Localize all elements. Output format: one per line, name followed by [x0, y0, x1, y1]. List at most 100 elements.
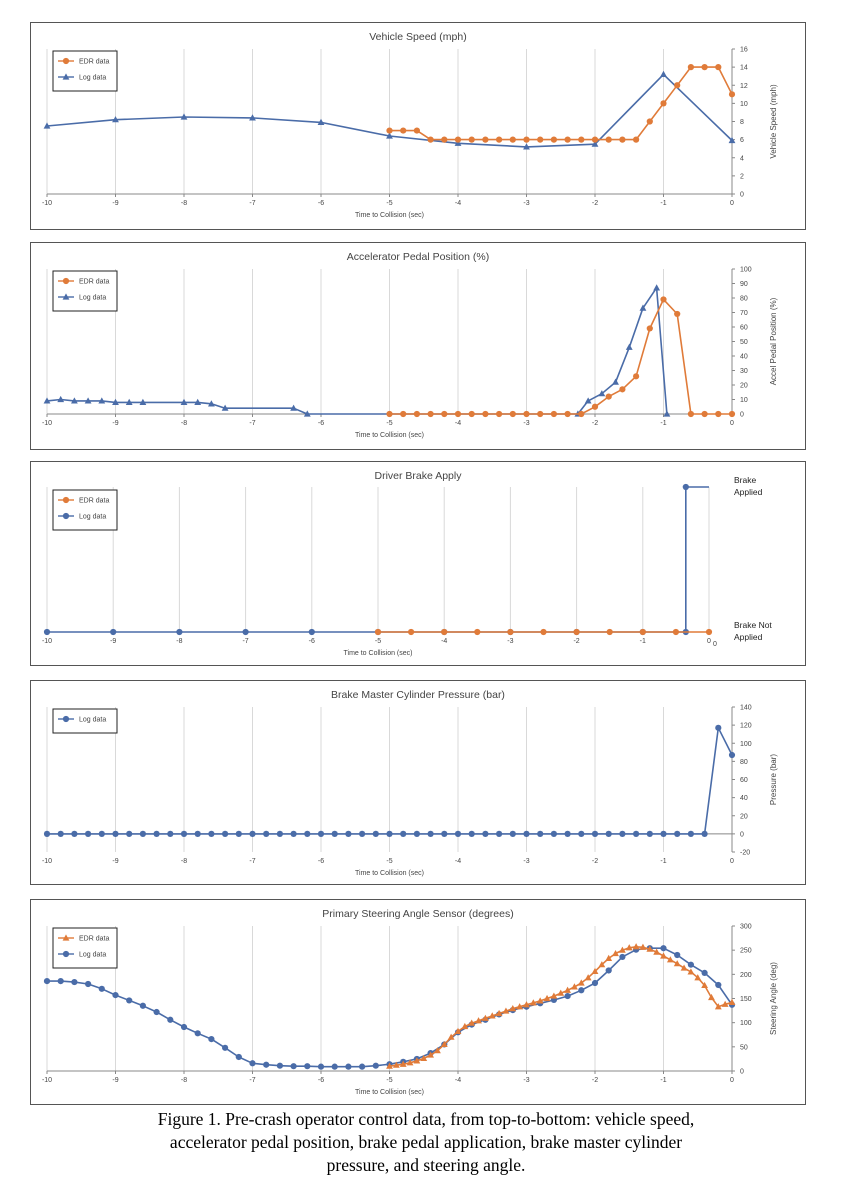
log-data-point	[221, 404, 229, 411]
legend-swatch-marker	[62, 57, 70, 65]
log-data-point	[386, 830, 393, 837]
log-data-point	[194, 830, 201, 837]
log-data-point	[276, 1062, 283, 1069]
log-data-point	[139, 830, 146, 837]
edr-data-point	[540, 628, 547, 636]
x-tick-label: -9	[112, 858, 118, 865]
x-tick-label: -1	[660, 200, 666, 207]
log-data-point	[303, 410, 311, 417]
log-data-point	[687, 830, 695, 837]
edr-data-point	[550, 136, 558, 143]
log-data-point	[441, 830, 448, 837]
edr-data-point	[399, 1060, 407, 1067]
log-data-point	[386, 132, 393, 139]
edr-data-point	[441, 628, 448, 636]
log-data-point	[71, 978, 78, 986]
y-tick-label: 60	[740, 777, 748, 784]
log-data-point	[728, 136, 736, 144]
state-label-not-applied-line1: Brake Not	[734, 620, 772, 630]
x-axis-label: Time to Collision (sec)	[355, 212, 424, 219]
log-data-point	[372, 1062, 379, 1069]
edr-data-point	[701, 64, 708, 71]
x-tick-label: -8	[181, 420, 187, 427]
x-tick-label: -2	[573, 638, 579, 645]
x-tick-label: -1	[660, 858, 666, 865]
edr-data-point	[557, 989, 565, 996]
caption-line-2: accelerator pedal position, brake pedal …	[169, 1132, 683, 1152]
x-tick-label: -2	[592, 420, 598, 427]
series-line	[46, 286, 668, 415]
x-tick-label: -1	[640, 638, 646, 645]
log-data-point	[304, 830, 311, 837]
log-data-point	[43, 397, 51, 404]
edr-data-point	[578, 410, 585, 418]
log-data-point	[468, 830, 475, 837]
log-data-point	[619, 830, 626, 837]
edr-data-point	[454, 410, 462, 418]
log-data-point	[249, 1060, 256, 1067]
log-data-point	[605, 830, 612, 837]
y-axis-label: Accel Pedal Position (%)	[769, 297, 778, 385]
y-tick-label: 250	[740, 948, 752, 955]
log-data-point	[290, 404, 297, 411]
edr-data-point	[502, 1007, 510, 1014]
log-data-point	[71, 830, 78, 837]
y-tick-label: 0	[740, 1069, 744, 1076]
log-data-point	[653, 284, 661, 291]
edr-data-point	[427, 136, 434, 143]
edr-data-point	[564, 986, 571, 993]
log-data-point	[249, 114, 256, 121]
log-data-point	[98, 830, 105, 837]
legend-swatch-marker	[62, 512, 70, 520]
log-data-point	[660, 70, 667, 77]
log-data-point	[663, 410, 671, 417]
y-tick-label: 50	[740, 1044, 748, 1051]
edr-data-point	[509, 410, 516, 418]
log-data-point	[701, 830, 708, 837]
log-data-point	[359, 1063, 366, 1070]
edr-data-point	[495, 1009, 503, 1017]
x-tick-label: -5	[386, 1077, 392, 1084]
y-axis-label: Pressure (bar)	[769, 754, 778, 805]
log-data-point	[242, 628, 249, 636]
edr-data-point	[468, 410, 475, 418]
state-label-not-applied-line2: Applied	[734, 632, 763, 642]
edr-data-point	[564, 410, 571, 418]
edr-data-point	[507, 628, 514, 636]
edr-data-point	[598, 961, 606, 968]
log-data-point	[715, 981, 722, 989]
log-data-point	[591, 140, 599, 147]
log-data-point	[598, 390, 606, 397]
log-data-point	[427, 830, 434, 837]
y-tick-label: 100	[740, 267, 752, 274]
edr-data-point	[578, 136, 585, 143]
accelerator-pedal-chart: Accelerator Pedal Position (%)-10 -9 -8 -7-…	[42, 251, 778, 439]
log-data-point	[701, 969, 708, 976]
edr-data-point	[646, 118, 653, 125]
log-data-point	[112, 398, 119, 405]
edr-data-point	[639, 943, 647, 950]
log-data-point	[194, 398, 202, 405]
log-data-point	[345, 1063, 352, 1070]
y-tick-label: 40	[740, 795, 748, 802]
log-data-point	[263, 1061, 270, 1068]
edr-data-point	[529, 999, 537, 1006]
edr-data-point	[413, 1057, 421, 1064]
x-tick-label: -2	[592, 858, 598, 865]
edr-data-point	[619, 386, 626, 393]
state-label-applied-line1: Brake	[734, 475, 756, 485]
y-tick-label: 0	[740, 412, 744, 419]
x-tick-label: -10	[42, 1077, 52, 1084]
edr-data-point	[632, 943, 640, 950]
log-data-point	[235, 1053, 242, 1061]
x-tick-label: -4	[455, 1077, 461, 1084]
x-tick-label: -3	[523, 1077, 529, 1084]
log-data-point	[263, 830, 270, 837]
edr-data-point	[461, 1022, 469, 1030]
x-tick-label: -10	[42, 420, 52, 427]
log-data-point	[153, 830, 160, 837]
edr-data-point	[660, 296, 667, 303]
series-line	[389, 66, 733, 141]
edr-data-point	[721, 1000, 729, 1007]
edr-data-point	[605, 954, 613, 961]
